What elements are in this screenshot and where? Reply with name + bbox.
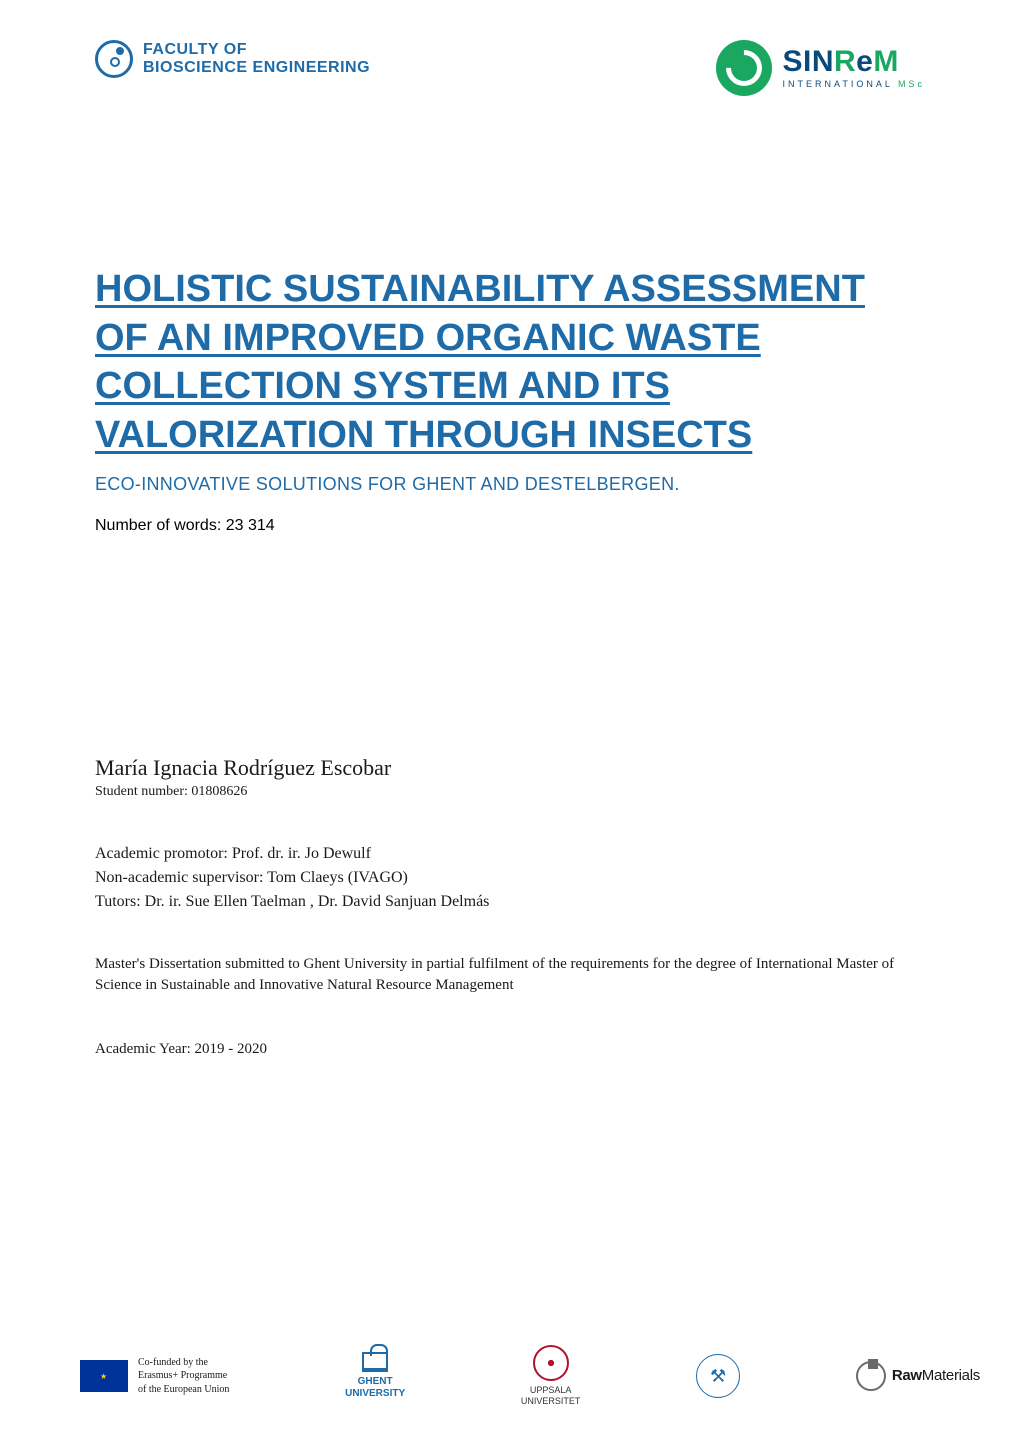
ghent-temple-icon [362,1352,388,1372]
uppsala-seal-icon [533,1345,569,1381]
eit-rm-part2: Materials [922,1367,980,1384]
author-block: María Ignacia Rodríguez Escobar Student … [95,755,925,800]
header-logos-row: FACULTY OF BIOSCIENCE ENGINEERING SINReM… [95,40,925,120]
faculty-line1: FACULTY OF [143,41,370,59]
faculty-ring-icon [95,40,133,78]
sinrem-sub-part2: MSc [898,79,925,89]
sinrem-name: SINReM [782,47,925,77]
erasmus-line1: Co-funded by the [138,1356,229,1370]
erasmus-text: Co-funded by the Erasmus+ Programme of t… [138,1356,229,1397]
bergakademie-logo: ⚒ [696,1354,740,1398]
uppsala-line1: UPPSALA [521,1385,581,1396]
ghent-line1: GHENT [345,1376,405,1388]
uppsala-label: UPPSALA UNIVERSITET [521,1385,581,1407]
academic-promotor: Academic promotor: Prof. dr. ir. Jo Dewu… [95,842,925,866]
tutors: Tutors: Dr. ir. Sue Ellen Taelman , Dr. … [95,890,925,914]
eit-text-block: RawMaterials [892,1367,980,1385]
title-block: HOLISTIC SUSTAINABILITY ASSESSMENT OF AN… [95,265,925,535]
ghent-line2: UNIVERSITY [345,1388,405,1400]
eit-rawmaterials-logo: RawMaterials [856,1361,980,1391]
promotors-block: Academic promotor: Prof. dr. ir. Jo Dewu… [95,842,925,914]
bergakademie-hammers-icon: ⚒ [706,1364,730,1388]
eu-flag-icon [80,1360,128,1392]
sinrem-subtitle: INTERNATIONAL MSc [782,79,925,89]
eit-rm-text: RawMaterials [892,1367,980,1384]
uppsala-logo: UPPSALA UNIVERSITET [521,1345,581,1407]
non-academic-supervisor: Non-academic supervisor: Tom Claeys (IVA… [95,866,925,890]
footer-logos-row: Co-funded by the Erasmus+ Programme of t… [80,1345,980,1407]
sinrem-logo: SINReM INTERNATIONAL MSc [716,40,925,96]
author-name: María Ignacia Rodríguez Escobar [95,755,925,781]
faculty-logo: FACULTY OF BIOSCIENCE ENGINEERING [95,40,370,78]
student-number: Student number: 01808626 [95,784,925,800]
dissertation-subtitle: ECO-INNOVATIVE SOLUTIONS FOR GHENT AND D… [95,474,925,495]
sinrem-name-part2: R [834,45,856,78]
sinrem-name-part1: SIN [782,45,834,78]
word-count: Number of words: 23 314 [95,517,925,535]
ghent-label: GHENT UNIVERSITY [345,1376,405,1400]
erasmus-logo: Co-funded by the Erasmus+ Programme of t… [80,1356,229,1397]
erasmus-line2: Erasmus+ Programme [138,1369,229,1383]
sinrem-circular-arrow-icon [716,40,772,96]
sinrem-name-part4: M [873,45,899,78]
academic-year: Academic Year: 2019 - 2020 [95,1041,925,1058]
sinrem-text-block: SINReM INTERNATIONAL MSc [782,47,925,89]
sinrem-name-part3: e [856,45,873,78]
ghent-university-logo: GHENT UNIVERSITY [345,1352,405,1400]
dissertation-title: HOLISTIC SUSTAINABILITY ASSESSMENT OF AN… [95,265,925,460]
eit-rm-part1: Raw [892,1367,922,1384]
eit-loop-icon [856,1361,886,1391]
bergakademie-seal-icon: ⚒ [696,1354,740,1398]
faculty-line2: BIOSCIENCE ENGINEERING [143,59,370,77]
dissertation-note: Master's Dissertation submitted to Ghent… [95,954,925,996]
sinrem-sub-part1: INTERNATIONAL [782,79,898,89]
faculty-logo-text: FACULTY OF BIOSCIENCE ENGINEERING [143,41,370,76]
page-root: FACULTY OF BIOSCIENCE ENGINEERING SINReM… [0,0,1020,1442]
erasmus-line3: of the European Union [138,1383,229,1397]
uppsala-line2: UNIVERSITET [521,1396,581,1407]
